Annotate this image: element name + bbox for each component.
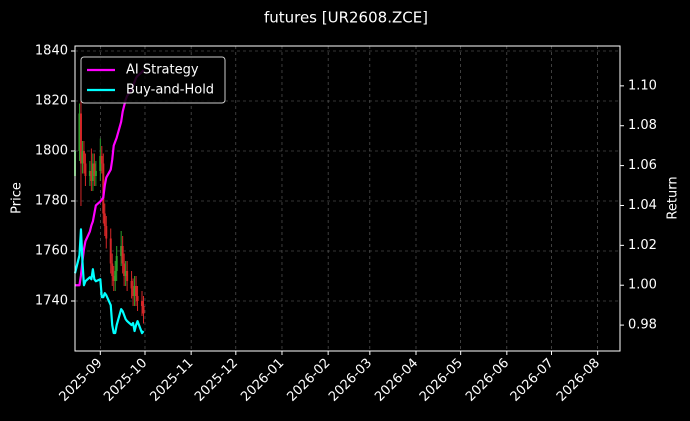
candle-body [115, 256, 118, 271]
candle-body [103, 213, 106, 226]
legend-label: AI Strategy [126, 63, 199, 78]
y-axis-label: Price [10, 182, 25, 214]
candle-body [112, 276, 115, 281]
y-tick-label: 1760 [35, 244, 68, 259]
legend-label: Buy-and-Hold [126, 83, 214, 98]
candle-body [123, 263, 126, 276]
candle-body [79, 113, 82, 164]
y2-axis-label: Return [666, 176, 681, 219]
y-tick-label: 1840 [35, 44, 68, 59]
candle-body [105, 226, 108, 239]
candle-body [100, 156, 103, 164]
x-tick-label: 2026-03 [326, 356, 375, 405]
candle-body [130, 281, 133, 289]
x-tick-label: 2026-08 [554, 356, 603, 405]
candle-body [78, 113, 81, 151]
candle-body [136, 296, 139, 301]
candle-body [142, 306, 145, 314]
y-tick-label: 1800 [35, 144, 68, 159]
y-tick-label: 1820 [35, 94, 68, 109]
candle-body [126, 271, 129, 281]
x-tick-label: 2025-10 [101, 356, 150, 405]
x-tick-label: 2026-05 [417, 356, 466, 405]
y2-tick-label: 1.02 [628, 238, 657, 253]
candle-body [93, 163, 96, 176]
chart-title: futures [UR2608.ZCE] [264, 9, 428, 27]
candle-body [120, 246, 123, 256]
candle-body [99, 156, 102, 171]
x-tick-label: 2026-06 [463, 356, 512, 405]
candle-body [132, 288, 135, 296]
y-tick-label: 1740 [35, 294, 68, 309]
y2-tick-label: 1.10 [628, 78, 657, 93]
x-tick-label: 2025-11 [147, 356, 196, 405]
candle-body [102, 163, 105, 214]
y2-tick-label: 1.04 [628, 198, 657, 213]
x-tick-label: 2025-09 [57, 356, 106, 405]
candle-body [109, 238, 112, 264]
x-tick-label: 2026-02 [284, 356, 333, 405]
candle-body [90, 171, 93, 181]
candle-body [121, 246, 124, 264]
candle-body [82, 151, 85, 164]
y2-tick-label: 1.06 [628, 158, 657, 173]
y2-tick-label: 1.08 [628, 118, 657, 133]
candle-body [133, 286, 136, 296]
candle-body [88, 171, 91, 176]
y-tick-label: 1780 [35, 194, 68, 209]
y2-tick-label: 0.98 [628, 318, 657, 333]
candle-body [111, 263, 114, 276]
candle-body [84, 163, 87, 176]
candle-body [91, 163, 94, 181]
x-tick-label: 2026-01 [238, 356, 287, 405]
candle-body [141, 301, 144, 306]
candle-body [114, 271, 117, 281]
candle-body [135, 286, 138, 296]
y2-tick-label: 1.00 [628, 278, 657, 293]
x-tick-label: 2026-07 [508, 356, 557, 405]
candle-body [124, 271, 127, 276]
plot-frame [74, 45, 621, 352]
x-tick-label: 2025-12 [192, 356, 241, 405]
return-line [73, 228, 145, 335]
candle-body [81, 151, 84, 164]
candle-body [94, 171, 97, 176]
legend-box [80, 56, 226, 104]
x-tick-label: 2026-04 [372, 356, 421, 405]
